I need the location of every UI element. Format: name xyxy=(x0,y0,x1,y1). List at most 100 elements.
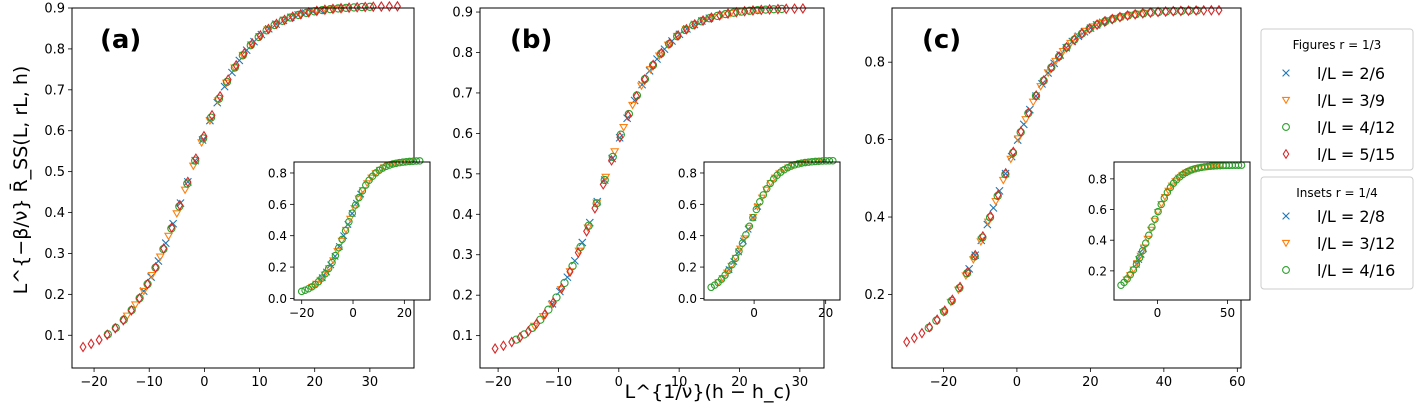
panel-2-point xyxy=(568,261,577,271)
panel-1-point xyxy=(238,51,248,60)
panel-3-point xyxy=(1162,6,1170,18)
panel-2-x-tick-label: 10 xyxy=(671,375,688,390)
panel-1-y-tick-label: 0.5 xyxy=(44,165,65,180)
inset-1-x-tick-label: 20 xyxy=(397,306,412,320)
inset-1-point xyxy=(321,269,330,278)
panel-2-point xyxy=(705,14,714,23)
inset-2-point xyxy=(794,160,802,168)
panel-1-point xyxy=(191,156,200,165)
shared-x-axis-label: L^{1/ν}(h − h_c) xyxy=(625,381,792,403)
panel-3-point xyxy=(1108,13,1116,25)
inset-2-point xyxy=(740,235,749,243)
legend-marker xyxy=(1281,239,1291,248)
inset-2-background xyxy=(704,162,840,300)
panel-1-point xyxy=(103,329,111,341)
legend: Figures r = 1/3 l/L = 2/6 l/L = 3/9 l/L = 4… xyxy=(1260,28,1414,290)
inset-2-series xyxy=(707,156,837,292)
panel-1-point xyxy=(184,176,192,188)
panel-2-point xyxy=(549,296,557,308)
panel-2-point xyxy=(576,242,585,252)
inset-2-point xyxy=(801,158,809,167)
inset-2-point xyxy=(763,184,771,193)
inset-2-y-tick-label: 0.4 xyxy=(678,229,697,243)
panel-1-point xyxy=(230,64,240,73)
panel-3-point xyxy=(910,332,918,344)
panel-3-y-tick-label: 0.2 xyxy=(864,288,885,303)
panel-2-x-tick-label: −20 xyxy=(484,375,511,390)
panel-2-point xyxy=(632,90,641,102)
panel-1-y-tick-label: 0.8 xyxy=(44,42,65,57)
panel-3-point xyxy=(948,294,956,306)
inset-1-point xyxy=(301,286,309,294)
panel-3-point xyxy=(994,189,1002,201)
panel-1-point xyxy=(119,314,127,326)
panel-2: −20 −10 0 10 20 30 0.1 0.2 0.3 0.4 0.5 0.6 0.7 0.8 0.9… xyxy=(452,2,841,390)
panel-3-point xyxy=(1006,155,1016,164)
panel-1-point xyxy=(130,301,140,310)
panel-1-y-tick-label: 0.1 xyxy=(44,329,65,344)
panel-1-point xyxy=(183,177,192,186)
inset-3-point xyxy=(1138,247,1147,255)
panel-1-x-tick-label: 10 xyxy=(251,375,268,390)
panel-3-point xyxy=(933,314,941,326)
panel-2-point xyxy=(578,238,587,247)
panel-1-point xyxy=(248,37,256,49)
panel-3-point xyxy=(991,198,1001,206)
panel-1-point xyxy=(256,29,264,41)
panel-2-point xyxy=(616,131,624,143)
inset-1-point xyxy=(382,162,390,171)
inset-2-y-tick-label: 0.8 xyxy=(678,166,697,180)
panel-3-point xyxy=(1215,4,1223,16)
inset-2-point xyxy=(731,254,740,263)
panel-3-point xyxy=(1047,61,1055,74)
panel-1-point xyxy=(160,242,168,255)
panel-1-y-tick-label: 0.6 xyxy=(44,124,65,139)
inset-2-point xyxy=(822,157,830,165)
panel-1-point xyxy=(163,232,174,241)
panel-2-point xyxy=(516,331,524,343)
panel-1-point xyxy=(216,90,224,102)
panel-3-point xyxy=(946,298,956,307)
inset-3-point xyxy=(1122,276,1131,284)
panel-1-x-tick-label: −20 xyxy=(80,375,107,390)
panel-1-inset: −20 0 20 0.0 0.2 0.4 0.6 0.8 xyxy=(268,157,431,320)
panel-2-point xyxy=(641,73,649,85)
legend-marker xyxy=(1282,148,1290,160)
inset-2-point xyxy=(742,231,750,239)
panel-3-point xyxy=(962,269,972,278)
inset-3-point xyxy=(1153,209,1163,217)
panel-2-point xyxy=(799,2,807,14)
panel-1-x-tick-label: 0 xyxy=(200,375,208,390)
panel-2-point xyxy=(769,5,778,14)
panel-2-point xyxy=(732,6,740,18)
panel-2-point xyxy=(566,266,574,278)
panel-1-series xyxy=(79,0,401,353)
panel-3-point xyxy=(1192,5,1200,17)
inset-2-point xyxy=(721,271,729,279)
panel-2-point xyxy=(610,148,620,156)
panel-2-point xyxy=(645,66,655,74)
inset-3-point xyxy=(1154,207,1162,216)
panel-2-point xyxy=(724,8,732,20)
panel-1-point xyxy=(377,1,385,13)
panel-3-point xyxy=(979,230,987,242)
legend-label: l/L = 3/9 xyxy=(1317,91,1385,110)
inset-3-y-tick-label: 0.4 xyxy=(1088,234,1107,248)
inset-2-point xyxy=(815,157,823,165)
inset-2-point xyxy=(724,266,733,275)
inset-2-point xyxy=(796,160,806,168)
panel-3-point xyxy=(956,281,964,293)
inset-1-series xyxy=(297,157,424,296)
panel-3-point xyxy=(1124,10,1132,22)
inset-3-point xyxy=(1141,239,1150,247)
inset-3-background xyxy=(1114,162,1250,300)
inset-1-point xyxy=(324,264,333,273)
legend-label: l/L = 3/12 xyxy=(1317,234,1395,253)
panel-2-point xyxy=(663,41,673,50)
panel-2-point xyxy=(777,4,786,14)
panel-3-point xyxy=(1070,34,1078,46)
panel-1-point xyxy=(326,5,335,14)
panel-1-point xyxy=(188,162,198,171)
panel-1-y-tick-label: 0.9 xyxy=(44,2,65,17)
panel-3-x-tick-label: 0 xyxy=(1013,375,1021,390)
